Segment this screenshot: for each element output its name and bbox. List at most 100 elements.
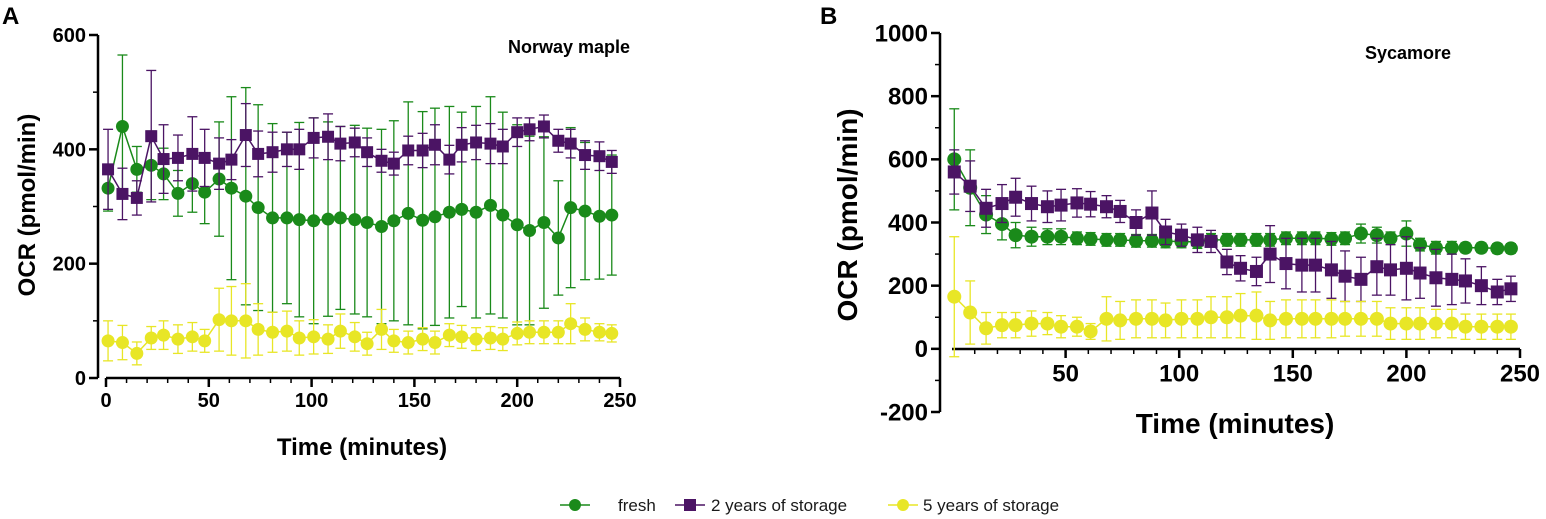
panel-b-data-point — [1504, 282, 1518, 296]
panel-b-x-tick-label: 100 — [1159, 360, 1199, 387]
panel-b-data-point — [1129, 311, 1144, 326]
panel-b-data-point — [1309, 258, 1323, 272]
panel-b-data-point — [1040, 229, 1055, 244]
panel-a-data-point — [537, 325, 551, 339]
panel-a-data-point — [455, 138, 468, 151]
panel-b-y-tick-label: 1000 — [875, 20, 928, 47]
panel-b-data-point — [1353, 226, 1368, 241]
panel-a-data-point — [225, 153, 238, 166]
panel-a-data-point — [130, 346, 144, 360]
panel-a-data-point — [185, 330, 199, 344]
panel-a-data-point — [523, 325, 537, 339]
panel-a-x-axis-title: Time (minutes) — [277, 434, 447, 461]
panel-a-data-point — [510, 326, 524, 340]
panel-b-data-point — [1263, 313, 1278, 328]
panel-b-series-2-years-of-storage — [947, 149, 1518, 307]
panel-b-data-point — [1399, 261, 1413, 275]
panel-a-data-point — [266, 325, 280, 339]
legend-item-5-years: 5 years of storage — [888, 496, 1059, 515]
panel-a-data-point — [483, 331, 497, 345]
panel-b-data-point — [1054, 198, 1068, 212]
panel-a-data-point — [144, 331, 158, 345]
panel-a-data-point — [239, 189, 253, 203]
panel-a-data-point — [321, 212, 335, 226]
panel-a-data-point — [115, 336, 129, 350]
panel-a-data-point — [130, 191, 143, 204]
panel-a-data-point — [280, 143, 293, 156]
panel-a-data-point — [266, 211, 280, 225]
panel-b-data-point — [1503, 319, 1518, 334]
legend-item-2-years: 2 years of storage — [675, 496, 847, 515]
panel-a-data-point — [198, 334, 212, 348]
panel-a-data-point — [307, 131, 320, 144]
panel-b-data-point — [1490, 285, 1504, 299]
panel-a-data-point — [171, 186, 185, 200]
panel-b-data-point — [1113, 232, 1128, 247]
panel-b-data-point — [1025, 197, 1039, 211]
panel-b-data-point — [1249, 264, 1263, 278]
panel-b-data-point — [1144, 233, 1159, 248]
panel-a-data-point — [361, 146, 374, 159]
panel-a-data-point — [321, 332, 335, 346]
panel-b-data-point — [1145, 206, 1159, 220]
panel-b-y-tick-label: 200 — [888, 273, 928, 300]
panel-b-data-point — [1113, 313, 1128, 328]
legend-label-fresh: fresh — [618, 496, 656, 515]
panel-b-data-point — [1008, 228, 1023, 243]
panel-b-data-point — [1070, 196, 1084, 210]
panel-a-data-point — [224, 181, 238, 195]
panel-b-data-point — [1249, 308, 1264, 323]
panel-a-data-point — [239, 129, 252, 142]
panel-b-data-point — [1069, 319, 1084, 334]
panel-b-data-point — [1159, 225, 1173, 239]
panel-a-data-point — [605, 208, 619, 222]
panel-b-data-point — [1458, 240, 1473, 255]
panel-a-data-point — [198, 185, 212, 199]
panel-a-y-tick-label: 0 — [75, 368, 86, 390]
panel-b-data-point — [1490, 241, 1505, 256]
panel-a-data-point — [252, 147, 265, 160]
panel-a-label: A — [2, 3, 19, 30]
panel-b-data-point — [1009, 190, 1023, 204]
panel-a-x-tick-label: 0 — [100, 390, 111, 412]
panel-b-data-point — [1083, 231, 1098, 246]
panel-a-y-tick-label: 600 — [53, 25, 86, 47]
panel-a-data-point — [402, 144, 415, 157]
panel-a-y-tick-label: 200 — [53, 254, 86, 276]
panel-a-x-tick-label: 100 — [295, 390, 328, 412]
panel-a-data-point — [333, 324, 347, 338]
panel-a-data-point — [101, 334, 115, 348]
panel-a-data-point — [496, 140, 509, 153]
panel-b-data-point — [1474, 319, 1489, 334]
panel-a-data-point — [145, 130, 158, 143]
panel-b-data-point — [1204, 234, 1218, 248]
panel-a-data-point — [496, 208, 510, 222]
panel-a-data-point — [280, 211, 294, 225]
panel-a-data-point — [579, 149, 592, 162]
panel-a-data-point — [212, 313, 226, 327]
panel-b-data-point — [1204, 310, 1219, 325]
panel-a-data-point — [537, 120, 550, 133]
panel-b-data-point — [1158, 313, 1173, 328]
legend-label-2-years: 2 years of storage — [711, 496, 847, 515]
panel-b-y-tick-label: 0 — [915, 336, 928, 363]
legend-marker-2-years — [684, 499, 696, 511]
panel-b-data-point — [1190, 311, 1205, 326]
panel-a-data-point — [523, 224, 537, 238]
panel-a-data-point — [523, 123, 536, 136]
panel-b-x-axis-title: Time (minutes) — [1136, 408, 1335, 439]
panel-b-data-point — [1040, 316, 1055, 331]
panel-a-data-point — [266, 146, 279, 159]
panel-b-y-tick-label: 600 — [888, 147, 928, 174]
panel-a-data-point — [416, 332, 430, 346]
panel-b-data-point — [1338, 269, 1352, 283]
panel-b-data-point — [1383, 231, 1398, 246]
panel-b-data-point — [1069, 231, 1084, 246]
panel-a-data-point — [322, 130, 335, 143]
panel-b-data-point — [963, 179, 977, 193]
panel-a-data-point — [307, 330, 321, 344]
panel-b-data-point — [1099, 232, 1114, 247]
panel-a-y-axis-title: OCR (pmol/min) — [14, 114, 41, 297]
legend-marker-fresh — [569, 499, 581, 511]
